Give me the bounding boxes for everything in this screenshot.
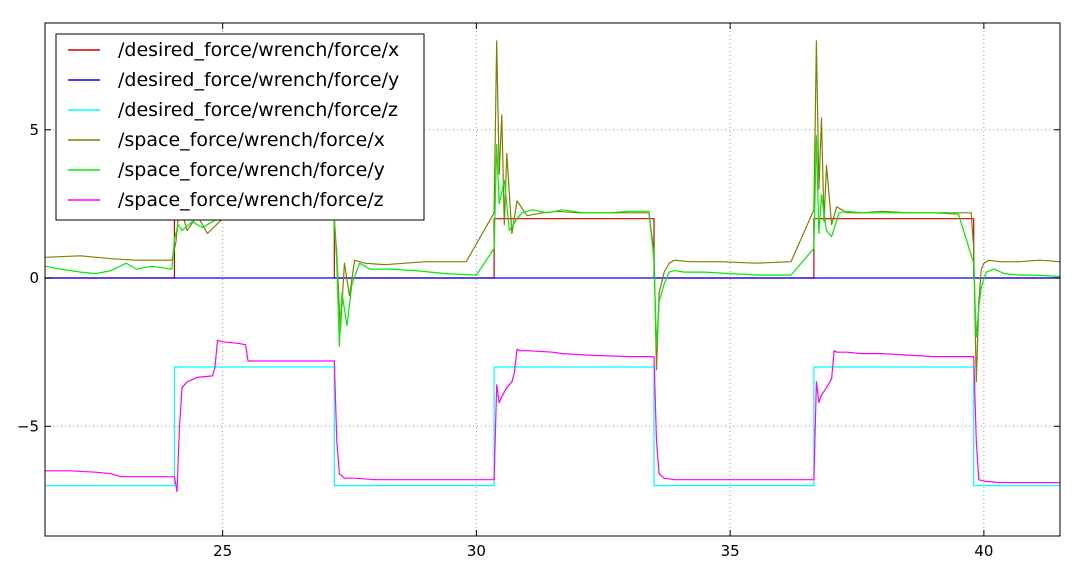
- legend-label: /space_force/wrench/force/z: [118, 189, 384, 211]
- y-tick-label: 5: [29, 121, 39, 139]
- y-tick-label: −5: [17, 417, 39, 435]
- x-tick-label: 25: [213, 542, 232, 560]
- legend: /desired_force/wrench/force/x/desired_fo…: [55, 33, 425, 221]
- x-tick-label: 35: [721, 542, 740, 560]
- series-line-1: [45, 218, 1060, 279]
- x-tick-label: 30: [467, 542, 486, 560]
- y-tick-label: 0: [29, 269, 39, 287]
- legend-box: [55, 33, 425, 221]
- legend-label: /desired_force/wrench/force/x: [118, 39, 399, 61]
- legend-label: /desired_force/wrench/force/z: [118, 99, 398, 121]
- legend-label: /space_force/wrench/force/x: [118, 129, 385, 151]
- legend-label: /desired_force/wrench/force/y: [118, 69, 399, 91]
- axis-ticks: 25 30 35 40 −5 0 5: [17, 23, 1060, 560]
- series-line-3: [45, 366, 1060, 487]
- plot-frame: [44, 22, 1061, 537]
- series-line-6: [45, 339, 1060, 493]
- x-tick-label: 40: [974, 542, 993, 560]
- series-line-5: [45, 135, 1060, 347]
- legend-label: /space_force/wrench/force/y: [118, 159, 385, 181]
